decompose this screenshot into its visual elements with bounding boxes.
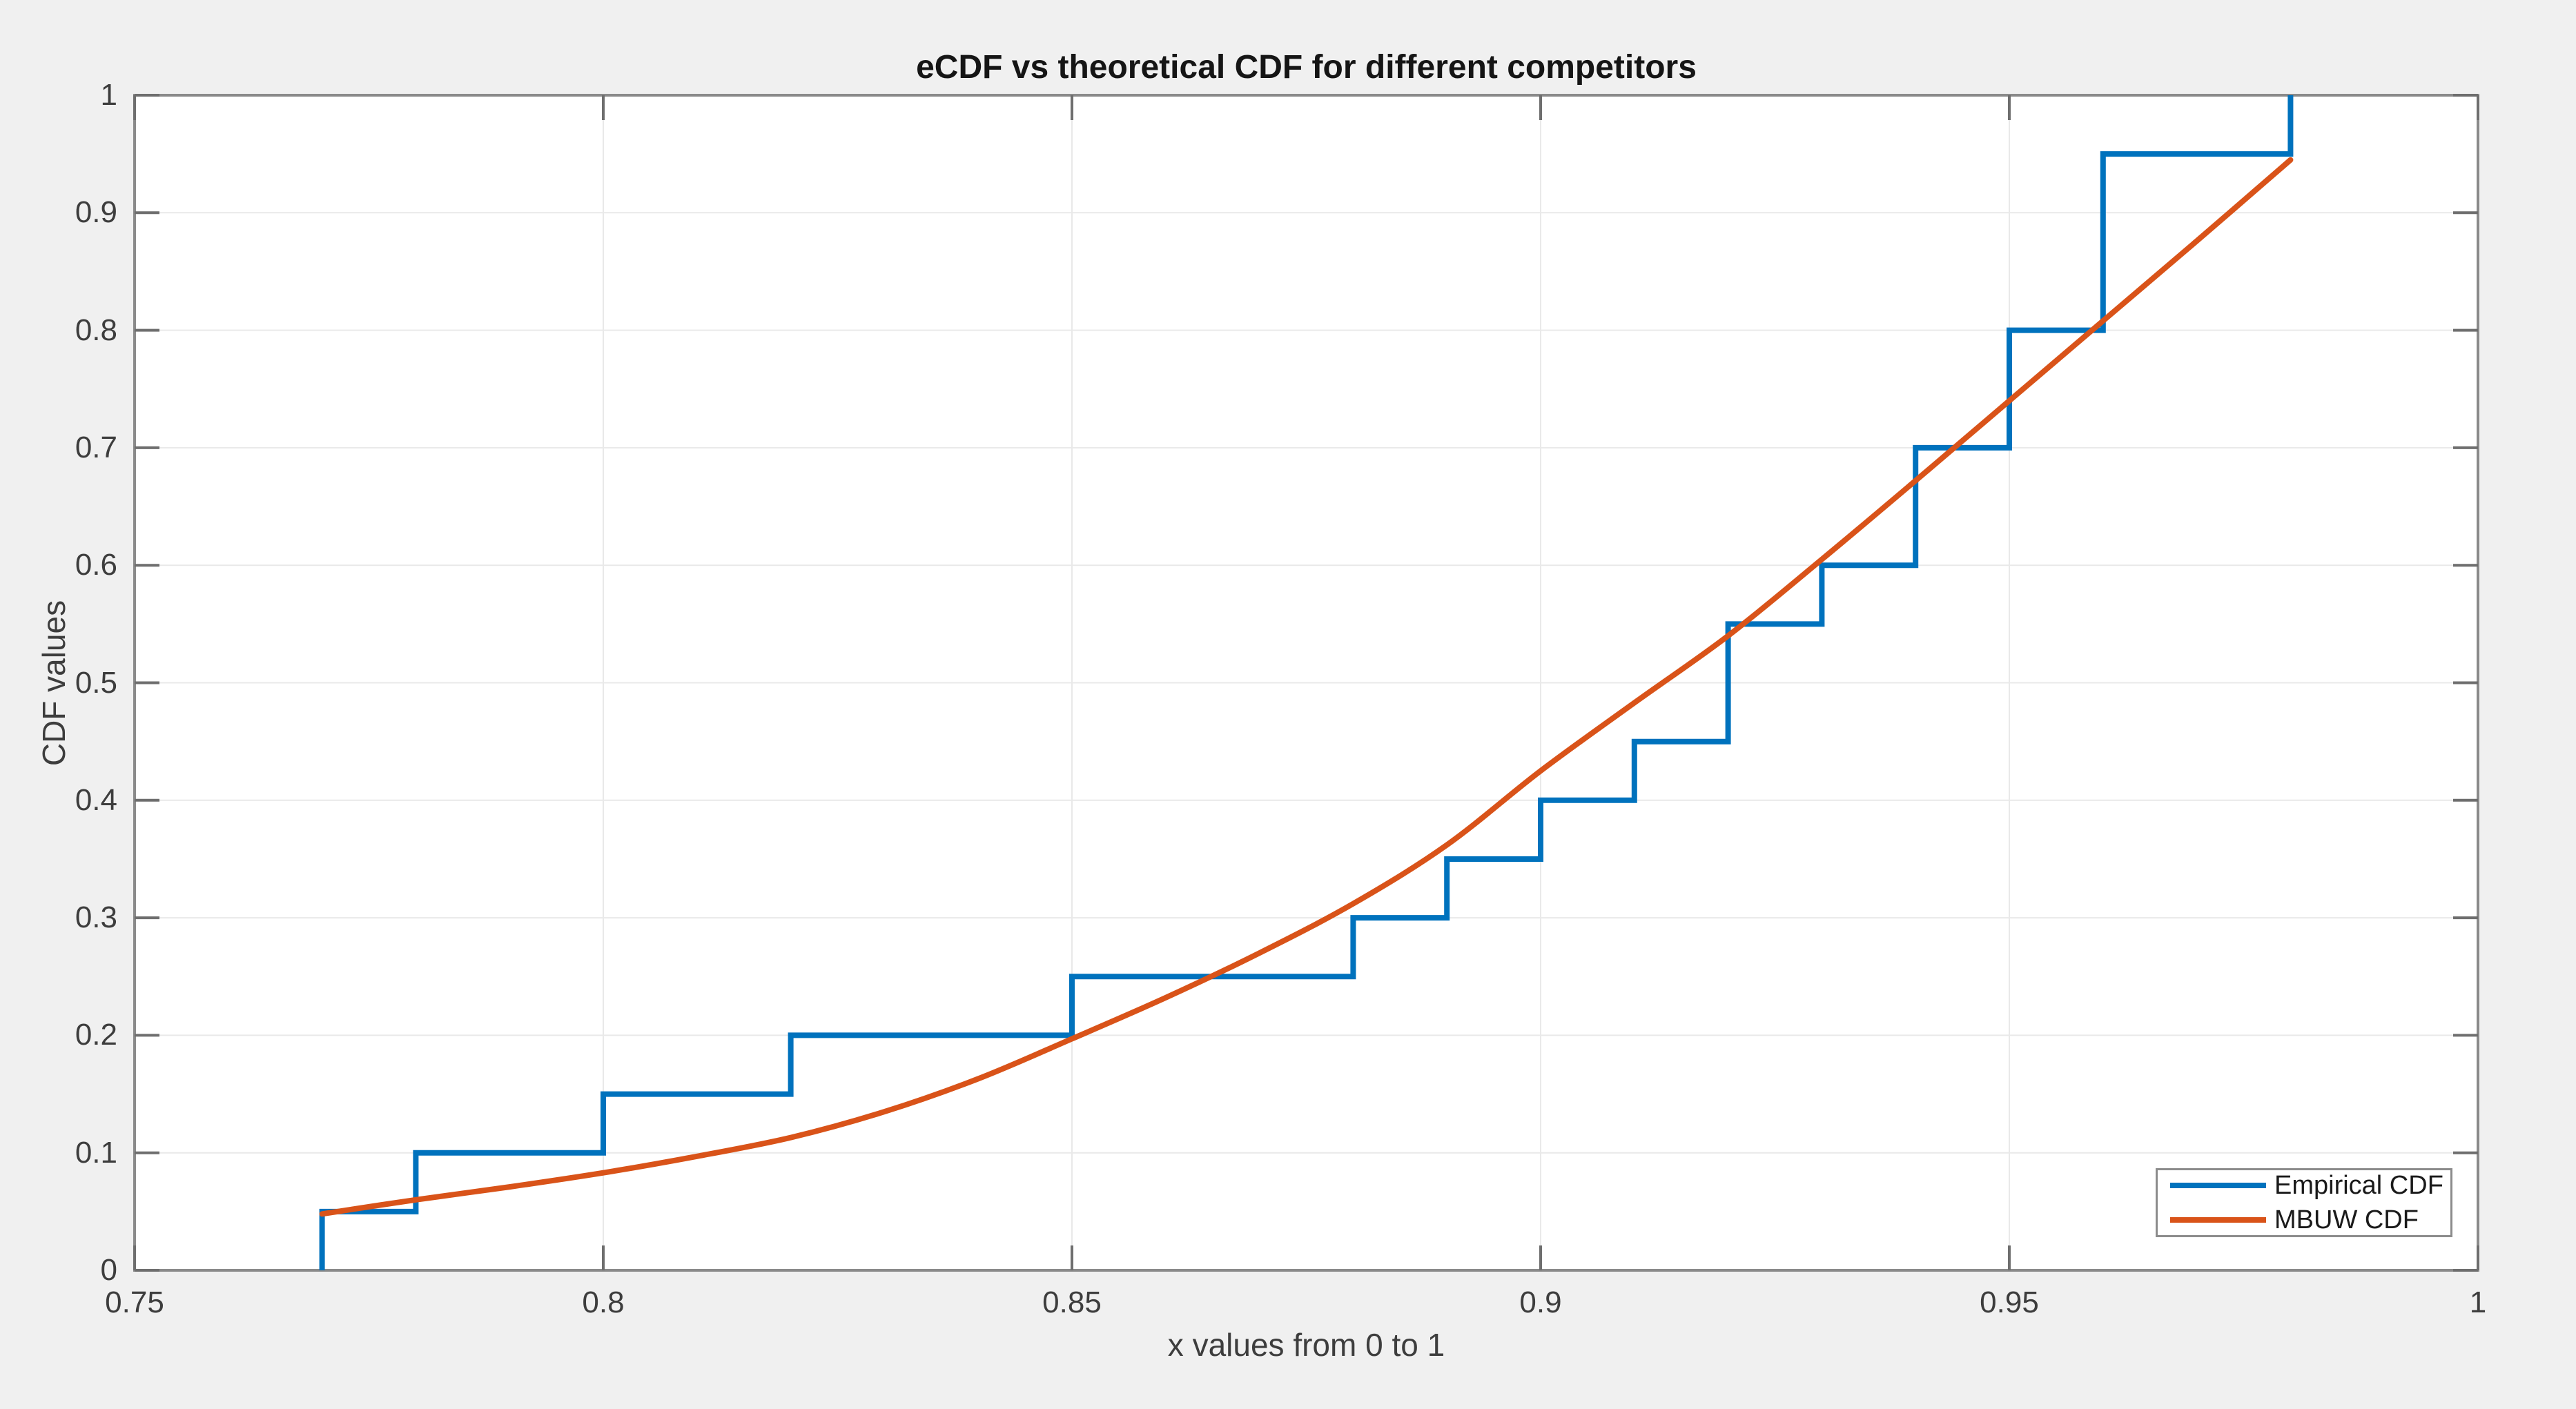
mbuw-cdf-line [319,157,2294,1217]
y-tick-label: 0.6 [75,548,117,582]
y-tick-label: 0.7 [75,430,117,464]
chart-title: eCDF vs theoretical CDF for different co… [916,49,1697,86]
y-tick-label: 0 [100,1253,117,1287]
x-tick-label: 0.75 [105,1285,164,1319]
x-axis-label: x values from 0 to 1 [1167,1327,1445,1363]
legend-line-sample-mbuw [2170,1217,2266,1223]
legend-label-empirical: Empirical CDF [2274,1171,2443,1200]
x-tick-label: 0.85 [1042,1285,1102,1319]
x-tick-label: 0.8 [582,1285,625,1319]
empirical-cdf-line [319,95,2294,1270]
y-tick-label: 0.2 [75,1018,117,1052]
y-tick-label: 0.4 [75,782,117,817]
legend-line-sample-empirical [2170,1183,2266,1188]
y-tick-label: 0.5 [75,665,117,700]
legend-entry-empirical[interactable]: Empirical CDF [2158,1172,2450,1199]
x-tick-label: 1 [2469,1285,2487,1319]
y-tick-label: 0.8 [75,313,117,347]
x-tick-label: 0.9 [1519,1285,1562,1319]
legend-label-mbuw: MBUW CDF [2274,1205,2419,1234]
x-tick-label: 0.95 [1980,1285,2039,1319]
legend-entry-mbuw[interactable]: MBUW CDF [2158,1206,2450,1234]
y-tick-label: 0.9 [75,195,117,230]
y-tick-label: 1 [100,78,117,112]
legend[interactable]: Empirical CDF MBUW CDF [2156,1168,2452,1237]
y-tick-label: 0.1 [75,1135,117,1170]
y-tick-label: 0.3 [75,900,117,935]
